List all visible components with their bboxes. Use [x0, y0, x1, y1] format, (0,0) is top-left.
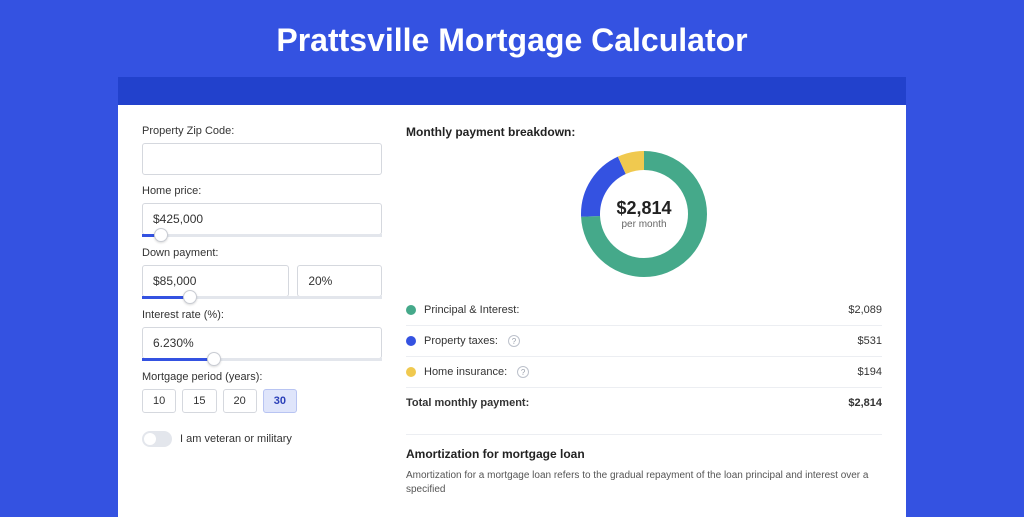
- toggle-knob: [144, 433, 156, 445]
- home-price-input[interactable]: [142, 203, 382, 235]
- legend-row: Home insurance:? $194: [406, 356, 882, 387]
- breakdown-title: Monthly payment breakdown:: [406, 125, 882, 139]
- slider-fill: [142, 358, 214, 361]
- period-option-30[interactable]: 30: [263, 389, 297, 413]
- slider-thumb[interactable]: [183, 290, 197, 304]
- legend-label: Home insurance:: [424, 366, 507, 378]
- amortization-title: Amortization for mortgage loan: [406, 434, 882, 461]
- page-title: Prattsville Mortgage Calculator: [0, 0, 1024, 77]
- down-payment-slider[interactable]: [142, 296, 382, 299]
- legend-dot: [406, 305, 416, 315]
- down-payment-label: Down payment:: [142, 247, 382, 259]
- breakdown-column: Monthly payment breakdown: $2,814 per mo…: [406, 125, 882, 497]
- legend-value: $531: [858, 335, 882, 347]
- legend-row: Principal & Interest: $2,089: [406, 295, 882, 325]
- legend-value: $194: [858, 366, 882, 378]
- interest-input[interactable]: [142, 327, 382, 359]
- down-payment-amount-input[interactable]: [142, 265, 289, 297]
- legend-label: Property taxes:: [424, 335, 498, 347]
- legend-value: $2,089: [848, 304, 882, 316]
- legend-dot: [406, 336, 416, 346]
- zip-input[interactable]: [142, 143, 382, 175]
- payment-donut-chart: $2,814 per month: [581, 151, 707, 277]
- down-payment-percent-input[interactable]: [297, 265, 382, 297]
- slider-thumb[interactable]: [154, 228, 168, 242]
- total-value: $2,814: [848, 397, 882, 409]
- info-icon[interactable]: ?: [517, 366, 529, 378]
- period-option-10[interactable]: 10: [142, 389, 176, 413]
- legend-label: Principal & Interest:: [424, 304, 519, 316]
- veteran-toggle[interactable]: [142, 431, 172, 447]
- period-option-20[interactable]: 20: [223, 389, 257, 413]
- home-price-slider[interactable]: [142, 234, 382, 237]
- slider-thumb[interactable]: [207, 352, 221, 366]
- input-column: Property Zip Code: Home price: Down paym…: [142, 125, 382, 497]
- veteran-label: I am veteran or military: [180, 433, 292, 445]
- interest-label: Interest rate (%):: [142, 309, 382, 321]
- home-price-label: Home price:: [142, 185, 382, 197]
- header-banner: [118, 77, 906, 105]
- period-option-15[interactable]: 15: [182, 389, 216, 413]
- interest-slider[interactable]: [142, 358, 382, 361]
- calculator-card: Property Zip Code: Home price: Down paym…: [118, 105, 906, 517]
- legend-dot: [406, 367, 416, 377]
- zip-label: Property Zip Code:: [142, 125, 382, 137]
- total-label: Total monthly payment:: [406, 397, 529, 409]
- donut-amount: $2,814: [616, 198, 671, 219]
- amortization-text: Amortization for a mortgage loan refers …: [406, 469, 882, 497]
- info-icon[interactable]: ?: [508, 335, 520, 347]
- legend-row: Property taxes:? $531: [406, 325, 882, 356]
- donut-sublabel: per month: [621, 219, 666, 230]
- period-options: 1015 2030: [142, 389, 382, 413]
- total-row: Total monthly payment: $2,814: [406, 387, 882, 418]
- period-label: Mortgage period (years):: [142, 371, 382, 383]
